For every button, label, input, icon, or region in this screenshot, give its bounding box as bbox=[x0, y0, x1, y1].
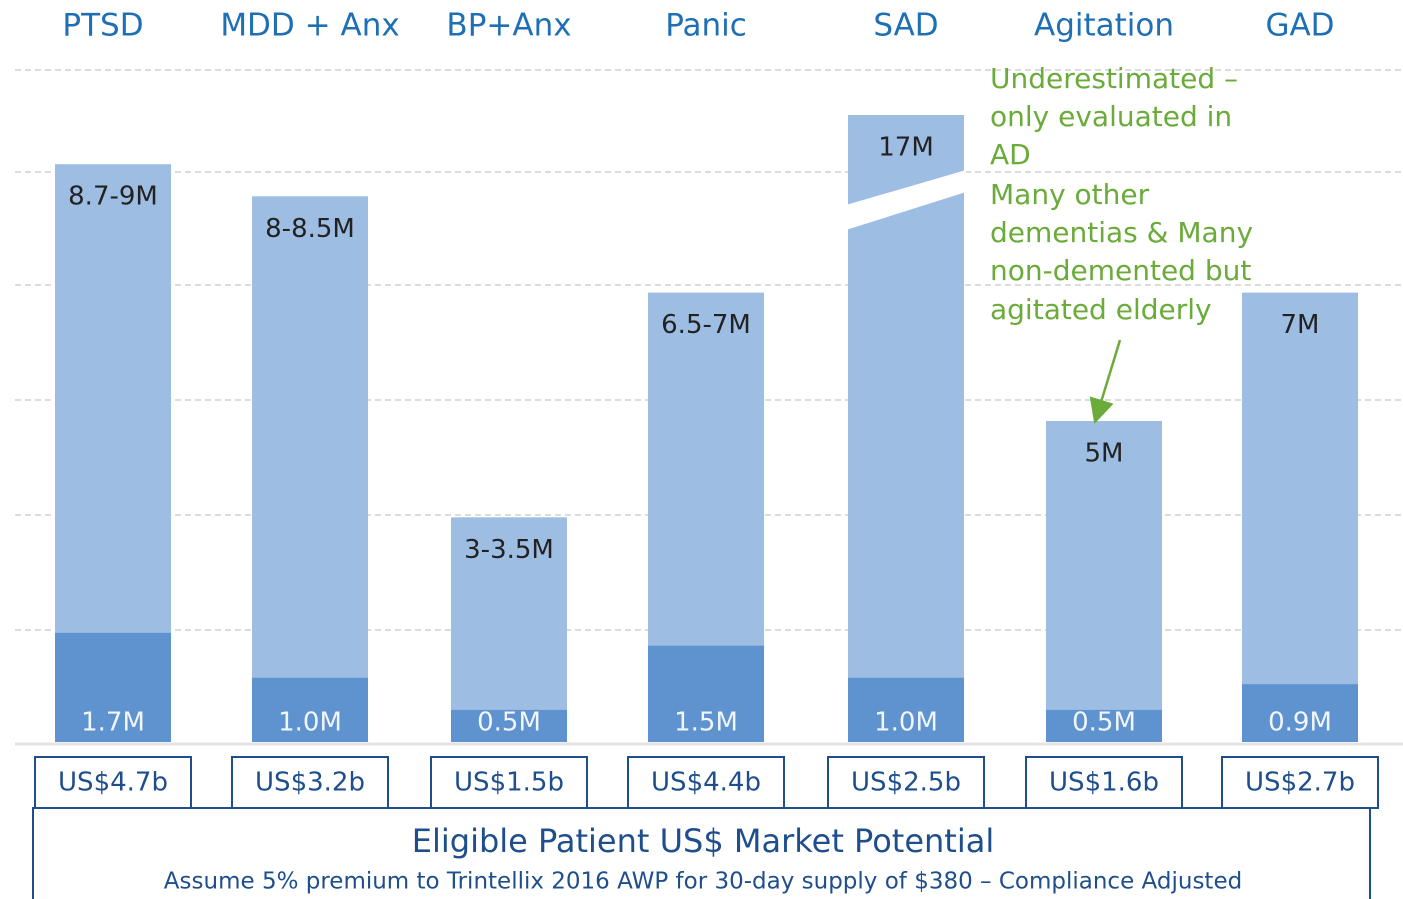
category-label: MDD + Anx bbox=[220, 8, 399, 44]
eligible-bar bbox=[451, 709, 567, 742]
annotation-line: agitated elderly bbox=[990, 293, 1212, 326]
eligible-bar bbox=[55, 632, 171, 742]
eligible-bar bbox=[1242, 684, 1358, 742]
market-box bbox=[34, 756, 192, 809]
market-label: US$2.5b bbox=[851, 768, 961, 798]
category-label: PTSD bbox=[62, 8, 143, 44]
value-label: 17M bbox=[878, 133, 934, 163]
value-label: 1.5M bbox=[674, 708, 738, 738]
value-label: 5M bbox=[1085, 439, 1124, 469]
eligible-bar bbox=[1046, 709, 1162, 742]
eligible-bar bbox=[848, 677, 964, 742]
total-bar bbox=[848, 115, 964, 743]
market-box bbox=[1025, 756, 1183, 809]
annotation-line: non-demented but bbox=[990, 254, 1251, 287]
market-label: US$1.5b bbox=[454, 768, 564, 798]
eligible-bar bbox=[648, 645, 764, 742]
market-label: US$3.2b bbox=[255, 768, 365, 798]
annotation-line: Underestimated – bbox=[990, 62, 1238, 95]
total-bar bbox=[252, 196, 368, 743]
value-label: 0.5M bbox=[1072, 708, 1136, 738]
value-label: 8-8.5M bbox=[265, 214, 355, 244]
annotation-line: only evaluated in bbox=[990, 100, 1232, 133]
total-bar bbox=[451, 517, 567, 742]
value-label: 6.5-7M bbox=[661, 310, 751, 340]
value-label: 1.0M bbox=[874, 708, 938, 738]
market-label: US$2.7b bbox=[1245, 768, 1355, 798]
value-label: 0.5M bbox=[477, 708, 541, 738]
axis-break bbox=[846, 170, 966, 230]
value-label: 0.9M bbox=[1268, 708, 1332, 738]
value-label: 1.7M bbox=[81, 708, 145, 738]
market-box bbox=[231, 756, 389, 809]
value-label: 8.7-9M bbox=[68, 182, 158, 212]
market-box bbox=[1221, 756, 1379, 809]
footer-title: Eligible Patient US$ Market Potential bbox=[412, 822, 994, 860]
total-bar bbox=[1242, 292, 1358, 742]
annotation-line: AD bbox=[990, 138, 1031, 171]
market-label: US$1.6b bbox=[1049, 768, 1159, 798]
value-label: 1.0M bbox=[278, 708, 342, 738]
total-bar bbox=[1046, 421, 1162, 742]
market-box bbox=[827, 756, 985, 809]
category-label: BP+Anx bbox=[446, 8, 571, 44]
market-box bbox=[430, 756, 588, 809]
market-label: US$4.4b bbox=[651, 768, 761, 798]
bars bbox=[55, 115, 1358, 743]
value-label: 3-3.5M bbox=[464, 535, 554, 565]
annotation-line: Many other bbox=[990, 178, 1150, 211]
category-label: Agitation bbox=[1034, 8, 1174, 44]
eligible-bar bbox=[252, 677, 368, 742]
annotation-arrow bbox=[1089, 339, 1122, 424]
category-label: SAD bbox=[873, 8, 938, 44]
market-box bbox=[627, 756, 785, 809]
value-label: 7M bbox=[1281, 310, 1320, 340]
category-label: Panic bbox=[665, 8, 747, 44]
footer-subtitle: Assume 5% premium to Trintellix 2016 AWP… bbox=[164, 869, 1242, 895]
annotation-line: dementias & Many bbox=[990, 216, 1253, 249]
market-label: US$4.7b bbox=[58, 768, 168, 798]
category-label: GAD bbox=[1265, 8, 1334, 44]
